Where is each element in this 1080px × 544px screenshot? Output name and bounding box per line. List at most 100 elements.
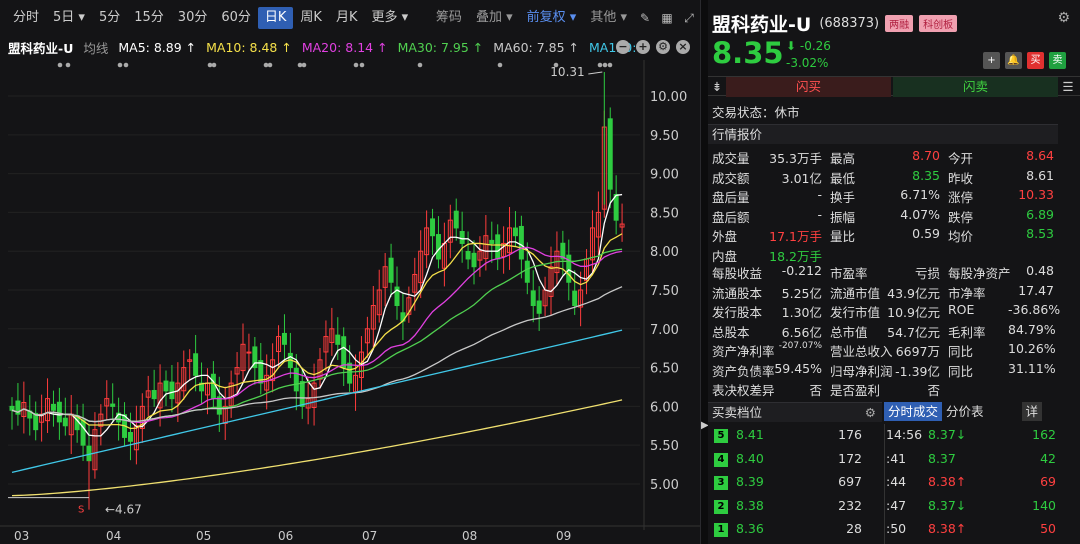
candle-body <box>560 242 566 260</box>
quote-row: 成交量 35.3万手 最高 8.70 今开 8.64 <box>712 148 1056 168</box>
sell-button[interactable]: 卖 <box>1049 52 1066 69</box>
candle-body <box>572 290 578 307</box>
candle-body <box>258 360 264 384</box>
alert-bell-icon[interactable]: 🔔 <box>1005 52 1022 69</box>
quote-row: 盘后量 - 换手 6.71% 涨停 10.33 <box>712 187 1056 207</box>
draw-icon[interactable]: ✎ <box>639 11 651 25</box>
adjust-menu[interactable]: 前复权 ▾ <box>526 10 577 25</box>
tab-5min[interactable]: 5分 <box>98 10 121 25</box>
tab-5day[interactable]: 5日 ▾ <box>53 10 85 25</box>
overlay-menu[interactable]: 叠加 ▾ <box>475 10 513 25</box>
ma10-value: MA10: 8.48 ↑ <box>206 39 292 55</box>
panel-divider[interactable]: ▶ <box>700 0 709 544</box>
candle-body <box>199 382 205 392</box>
settings-icon[interactable]: ⚙ <box>656 40 670 54</box>
tab-monthly-k[interactable]: 月K <box>335 10 358 25</box>
fullscreen-icon[interactable]: ⤢ <box>684 11 694 25</box>
tick-price: 8.37 <box>928 450 956 466</box>
zoom-out-icon[interactable]: − <box>616 40 630 54</box>
candle-body <box>299 381 305 407</box>
event-marker-icon <box>267 62 273 68</box>
fundamental-label: 是否盈利 <box>830 383 881 398</box>
zoom-in-icon[interactable]: + <box>636 40 650 54</box>
ma5-line <box>11 193 623 437</box>
tab-intraday[interactable]: 分时 <box>13 10 40 25</box>
y-tick-label: 8.50 <box>650 206 679 221</box>
candle-body <box>228 382 234 407</box>
candle-body <box>489 239 495 244</box>
candle-body <box>139 405 145 430</box>
add-watchlist-icon[interactable]: + <box>983 52 1000 69</box>
fundamental-value: 0.48 <box>1026 263 1054 278</box>
tab-weekly-k[interactable]: 周K <box>300 10 322 25</box>
grid-icon[interactable]: ▦ <box>661 11 673 25</box>
gear-icon[interactable]: ⚙ <box>1057 10 1070 26</box>
event-marker-icon <box>123 62 129 68</box>
fundamental-label: 同比 <box>948 363 974 379</box>
orderbook-level[interactable]: 1 8.36 28 <box>712 519 880 542</box>
flash-buy-button[interactable]: 闪买 <box>726 77 891 97</box>
quote-label: 昨收 <box>948 170 974 186</box>
close-icon[interactable]: × <box>676 40 690 54</box>
orderbook-gear-icon[interactable]: ⚙ <box>864 405 876 420</box>
y-tick-label: 10.00 <box>650 90 687 105</box>
event-marker-icon <box>553 62 559 68</box>
fundamental-value: 31.11% <box>1008 360 1056 376</box>
more-menu[interactable]: 更多 ▾ <box>371 10 409 25</box>
ma-mode-label[interactable]: 均线 <box>83 40 109 56</box>
fundamental-label: 每股收益 <box>712 266 763 281</box>
candle-body <box>276 336 282 353</box>
quote-value: 0.59 <box>912 226 940 241</box>
candle-body <box>341 336 347 369</box>
candle-body <box>518 225 524 260</box>
orderbook-level[interactable]: 2 8.38 232 <box>712 496 880 519</box>
y-tick-label: 8.00 <box>650 245 679 260</box>
quote-value: 8.53 <box>1026 226 1054 241</box>
level-volume: 28 <box>846 521 862 536</box>
menu-icon[interactable]: ☰ <box>1062 79 1074 94</box>
orderbook-level[interactable]: 5 8.41 176 <box>712 425 880 448</box>
fundamental-label: 流通市值 <box>830 285 881 301</box>
tick-row: :50 8.38↑ 50 <box>886 519 1062 542</box>
low-mark-label: ←4.67 <box>105 503 142 517</box>
collapse-arrow-icon[interactable]: ▶ <box>701 420 709 431</box>
event-marker-icon <box>117 62 123 68</box>
price-change: ⬇ -0.26 -3.02% <box>786 39 831 70</box>
flash-sell-button[interactable]: 闪卖 <box>893 77 1058 97</box>
y-tick-label: 5.50 <box>650 439 679 454</box>
chip-button[interactable]: 筹码 <box>435 10 462 25</box>
candle-body <box>145 390 151 398</box>
orderbook-level[interactable]: 4 8.40 172 <box>712 449 880 472</box>
ma10-line <box>11 233 623 430</box>
tab-tick-trades[interactable]: 分时成交 <box>884 402 943 421</box>
buy-button[interactable]: 买 <box>1027 52 1044 69</box>
event-marker-icon <box>597 62 603 68</box>
level-price: 8.40 <box>736 450 764 466</box>
level-volume: 176 <box>838 427 862 442</box>
period-toolbar: 分时 5日 ▾ 5分 15分 30分 60分 日K 周K 月K 更多 ▾ 筹码 … <box>0 0 700 36</box>
candle-body <box>110 403 116 407</box>
other-menu[interactable]: 其他 ▾ <box>590 10 627 25</box>
tab-30min[interactable]: 30分 <box>177 10 208 25</box>
tab-15min[interactable]: 15分 <box>134 10 164 25</box>
fundamental-label: 同比 <box>948 344 974 359</box>
kline-chart[interactable]: 10.00 9.50 9.00 8.50 8.00 7.50 7.00 6.50 6.00 5.5… <box>0 60 700 544</box>
fundamental-value: 10.26% <box>1008 341 1056 356</box>
candle-body <box>45 398 51 422</box>
expand-icon[interactable]: ⇟ <box>711 79 723 94</box>
y-tick-label: 5.00 <box>650 478 679 493</box>
detail-button[interactable]: 详 <box>1021 402 1043 421</box>
candle-body <box>595 211 601 238</box>
tick-time: :50 <box>886 521 907 536</box>
fundamental-label: 每股净资产 <box>948 266 1011 281</box>
change-value: -0.26 <box>799 39 831 53</box>
tab-60min[interactable]: 60分 <box>221 10 251 25</box>
fundamental-label: 资产负债率 <box>712 363 775 379</box>
tab-daily-k[interactable]: 日K <box>257 7 294 29</box>
orderbook-level[interactable]: 3 8.39 697 <box>712 472 880 495</box>
tab-price-table[interactable]: 分价表 <box>946 404 984 419</box>
y-tick-label: 9.00 <box>650 168 679 183</box>
tick-row: :44 8.38↑ 69 <box>886 472 1062 495</box>
candle-body <box>187 359 193 362</box>
ma5-value: MA5: 8.89 ↑ <box>118 39 197 55</box>
